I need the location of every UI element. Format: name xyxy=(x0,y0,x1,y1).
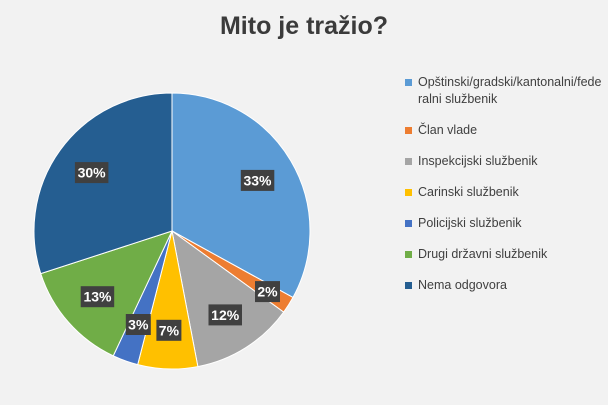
legend-swatch xyxy=(405,79,412,86)
legend-label: Član vlade xyxy=(418,123,478,137)
legend-label: Carinski službenik xyxy=(418,185,519,199)
chart-title: Mito je tražio? xyxy=(219,12,389,40)
pie-slice xyxy=(171,92,311,299)
legend-label: Inspekcijski službenik xyxy=(418,154,538,168)
legend-label: Drugi državni službenik xyxy=(418,247,548,261)
legend-swatch xyxy=(405,158,412,165)
legend-label: Nema odgovora xyxy=(418,278,507,292)
legend-swatch xyxy=(405,127,412,134)
legend-label: Opštinski/gradski/kantonalni/federalni s… xyxy=(418,75,602,106)
legend-label: Policijski službenik xyxy=(418,216,522,230)
data-label: 12% xyxy=(208,304,242,326)
svg-text:7%: 7% xyxy=(159,322,180,338)
svg-text:2%: 2% xyxy=(257,284,278,300)
svg-text:33%: 33% xyxy=(243,172,272,188)
data-label: 30% xyxy=(74,162,109,184)
legend-item: Nema odgovora xyxy=(405,277,605,294)
legend-item: Drugi državni službenik xyxy=(405,246,605,263)
pie-slice xyxy=(171,229,285,368)
svg-text:30%: 30% xyxy=(78,165,107,181)
legend-swatch xyxy=(405,189,412,196)
legend-swatch xyxy=(405,251,412,258)
data-label: 33% xyxy=(240,169,275,191)
data-label: 7% xyxy=(156,319,182,341)
legend-item: Opštinski/gradski/kantonalni/federalni s… xyxy=(405,74,605,108)
legend-item: Inspekcijski službenik xyxy=(405,153,605,170)
legend-item: Carinski službenik xyxy=(405,184,605,201)
legend-item: Policijski službenik xyxy=(405,215,605,232)
legend-item: Član vlade xyxy=(405,122,605,139)
pie-slice xyxy=(33,92,173,275)
data-label: 13% xyxy=(80,286,115,308)
data-label: 3% xyxy=(125,314,151,335)
svg-text:3%: 3% xyxy=(128,317,149,333)
svg-text:13%: 13% xyxy=(83,289,112,305)
chart-legend: Opštinski/gradski/kantonalni/federalni s… xyxy=(405,74,605,308)
legend-swatch xyxy=(405,220,412,227)
svg-text:12%: 12% xyxy=(211,307,240,323)
legend-swatch xyxy=(405,282,412,289)
data-label: 2% xyxy=(255,281,280,303)
